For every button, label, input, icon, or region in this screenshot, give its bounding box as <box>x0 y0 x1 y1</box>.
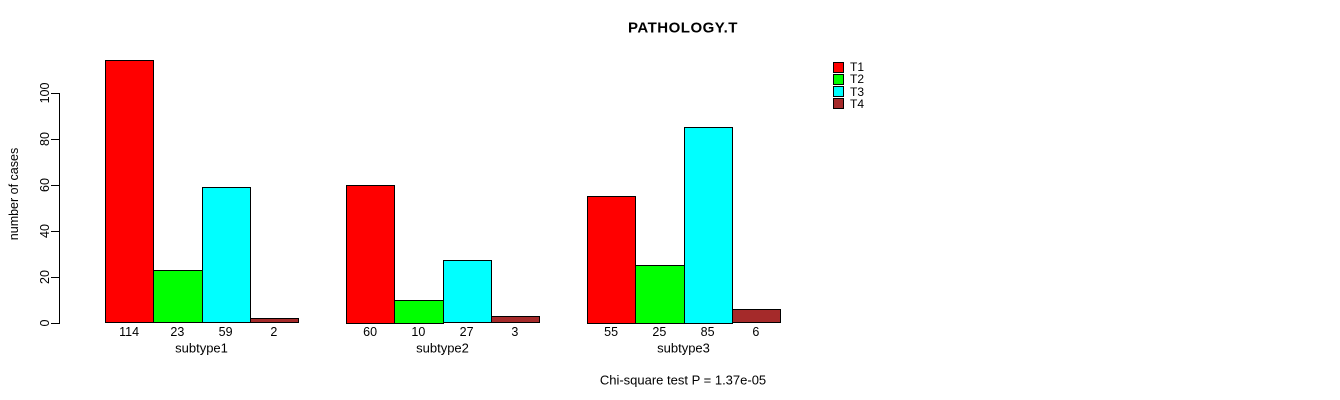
legend-label: T4 <box>850 96 865 111</box>
chart-title: PATHOLOGY.T <box>628 19 738 37</box>
bar-value-label: 27 <box>459 325 474 339</box>
legend-label: T2 <box>850 72 865 87</box>
legend-item-t3: T3 <box>833 86 864 98</box>
y-tick-label: 0 <box>38 319 52 326</box>
legend-label: T3 <box>850 84 865 99</box>
bar-value-label: 25 <box>652 325 667 339</box>
bar-t1-subtype2 <box>346 184 396 324</box>
bar-t4-subtype3 <box>731 308 781 324</box>
y-axis-line <box>59 92 60 324</box>
legend-swatch-t4 <box>833 98 844 110</box>
y-tick-mark <box>51 138 59 140</box>
y-tick-label: 60 <box>38 177 52 192</box>
bar-t2-subtype3 <box>635 265 685 324</box>
bar-t4-subtype1 <box>249 317 299 324</box>
legend-swatch-t1 <box>833 61 844 73</box>
legend-item-t2: T2 <box>833 73 864 85</box>
y-tick-label: 20 <box>38 269 52 284</box>
bar-t2-subtype1 <box>153 269 203 324</box>
y-tick-mark <box>51 322 59 324</box>
bar-t1-subtype1 <box>105 60 155 324</box>
y-tick-mark <box>51 92 59 94</box>
chi-square-note: Chi-square test P = 1.37e-05 <box>599 372 767 388</box>
bar-value-label: 2 <box>270 325 278 339</box>
legend-label: T1 <box>850 60 865 74</box>
x-category-label: subtype2 <box>416 340 469 356</box>
bar-t3-subtype3 <box>683 127 733 324</box>
legend-swatch-t3 <box>833 86 844 98</box>
legend-item-t1: T1 <box>833 61 864 73</box>
bar-value-label: 85 <box>700 325 715 339</box>
y-axis-title: number of cases <box>7 147 21 241</box>
y-tick-mark <box>51 276 59 278</box>
y-tick-label: 80 <box>38 131 52 146</box>
y-tick-label: 100 <box>38 82 52 103</box>
bar-value-label: 114 <box>119 325 140 339</box>
bar-value-label: 60 <box>363 325 378 339</box>
y-tick-mark <box>51 184 59 186</box>
bar-value-label: 3 <box>511 325 519 339</box>
legend-item-t4: T4 <box>833 98 864 110</box>
x-category-label: subtype1 <box>175 340 228 356</box>
bar-t1-subtype3 <box>587 196 637 324</box>
bar-value-label: 23 <box>170 325 185 339</box>
y-tick-label: 40 <box>38 223 52 238</box>
y-tick-mark <box>51 230 59 232</box>
bar-t2-subtype2 <box>394 299 444 324</box>
bar-t4-subtype2 <box>490 315 540 324</box>
bar-value-label: 55 <box>604 325 619 339</box>
bar-value-label: 10 <box>411 325 426 339</box>
bar-t3-subtype1 <box>201 186 251 324</box>
x-category-label: subtype3 <box>657 340 710 356</box>
bar-value-label: 59 <box>218 325 233 339</box>
bar-t3-subtype2 <box>442 260 492 324</box>
legend-swatch-t2 <box>833 73 844 85</box>
bar-value-label: 6 <box>752 325 760 339</box>
